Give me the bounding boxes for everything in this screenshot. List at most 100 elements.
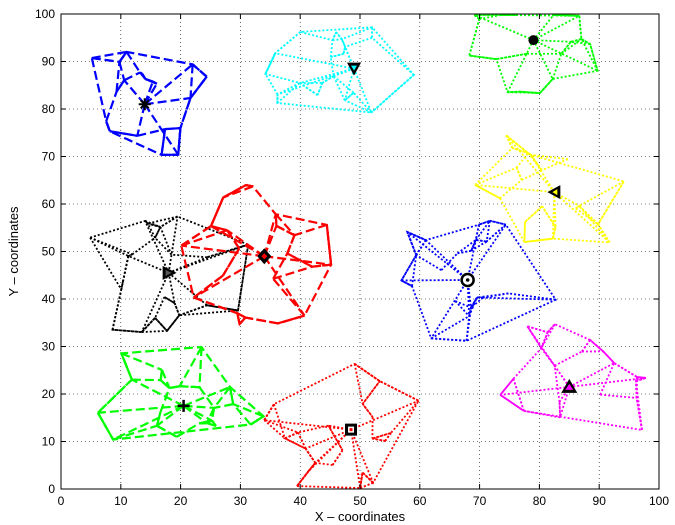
cluster-head-marker xyxy=(138,98,151,111)
cluster-link xyxy=(578,15,583,40)
cluster-head-marker xyxy=(460,272,475,288)
cluster-link xyxy=(361,380,381,405)
y-tick-label: 70 xyxy=(42,150,56,164)
cluster-link xyxy=(500,385,570,396)
cluster-link xyxy=(474,166,517,186)
cluster-link xyxy=(167,272,176,304)
cluster-link xyxy=(430,315,470,340)
cluster-link xyxy=(140,272,170,333)
cluster-link xyxy=(159,226,173,255)
cluster-link xyxy=(198,386,215,409)
cluster-head-marker xyxy=(177,399,190,412)
cluster-link xyxy=(570,40,591,46)
cluster-link xyxy=(361,403,374,418)
cluster-link xyxy=(466,224,507,281)
cluster-link xyxy=(297,424,329,434)
cluster-1 xyxy=(90,50,209,157)
cluster-link xyxy=(147,215,178,225)
cluster-boundary xyxy=(468,14,599,95)
cluster-link xyxy=(272,252,289,280)
cluster-link xyxy=(206,304,239,312)
cluster-link xyxy=(206,304,239,312)
cluster-link xyxy=(530,153,568,161)
cluster-link xyxy=(496,52,528,61)
y-tick-label: 0 xyxy=(48,482,55,496)
cluster-link xyxy=(454,300,470,317)
cluster-link xyxy=(553,365,561,402)
x-tick-label: 50 xyxy=(353,494,367,508)
cluster-4 xyxy=(473,134,626,244)
cluster-link xyxy=(353,363,364,405)
cluster-link xyxy=(169,385,180,390)
cluster-link xyxy=(476,292,509,299)
cluster-link xyxy=(532,15,580,41)
cluster-link xyxy=(307,462,317,472)
cluster-link xyxy=(213,386,231,409)
cluster-link xyxy=(160,128,167,156)
cluster-link xyxy=(335,31,343,40)
x-tick-label: 70 xyxy=(473,494,487,508)
cluster-link xyxy=(115,61,121,93)
cluster-link xyxy=(524,237,553,243)
y-tick-label: 60 xyxy=(42,197,56,211)
x-axis-label: X – coordinates xyxy=(315,509,406,524)
cluster-link xyxy=(560,38,582,55)
cluster-link xyxy=(193,255,265,299)
y-tick-label: 50 xyxy=(42,245,56,259)
cluster-link xyxy=(474,184,501,200)
cluster-link xyxy=(327,425,344,451)
cluster-head-marker xyxy=(162,265,177,280)
cluster-link xyxy=(506,39,535,93)
cluster-link xyxy=(136,103,146,137)
cluster-link xyxy=(331,31,337,41)
cluster-link xyxy=(97,404,184,414)
cluster-link xyxy=(499,394,525,412)
cluster-link xyxy=(499,394,525,412)
cluster-boundary xyxy=(473,134,626,244)
cluster-link xyxy=(539,78,554,94)
cluster-link xyxy=(120,255,130,290)
cluster-link xyxy=(213,403,234,409)
cluster-link xyxy=(131,378,185,407)
cluster-link xyxy=(120,352,163,371)
cluster-link xyxy=(597,223,611,243)
cluster-link xyxy=(127,253,133,257)
cluster-link xyxy=(155,412,162,427)
y-tick-label: 30 xyxy=(42,340,56,354)
cluster-link xyxy=(189,64,194,99)
cluster-link xyxy=(342,46,347,55)
y-tick-label: 100 xyxy=(35,7,55,21)
cluster-link xyxy=(131,378,161,382)
cluster-link xyxy=(299,67,355,84)
cluster-link xyxy=(343,68,355,101)
cluster-link xyxy=(127,255,169,274)
cluster-3 xyxy=(468,14,599,95)
cluster-link xyxy=(264,255,332,266)
cluster-link xyxy=(523,221,526,243)
cluster-link xyxy=(533,39,572,43)
cluster-link xyxy=(390,400,420,434)
cluster-link xyxy=(286,252,313,268)
y-tick-label: 20 xyxy=(42,387,56,401)
cluster-link xyxy=(350,429,362,489)
x-tick-label: 20 xyxy=(174,494,188,508)
cluster-link xyxy=(568,362,615,388)
cluster-link xyxy=(179,309,239,317)
cluster-link xyxy=(193,274,224,299)
cluster-link xyxy=(524,237,553,243)
cluster-link xyxy=(359,481,374,489)
cluster-link xyxy=(183,404,213,422)
cluster-link xyxy=(236,312,246,319)
cluster-link xyxy=(183,386,231,407)
cluster-link xyxy=(312,263,332,268)
cluster-link xyxy=(156,424,178,438)
cluster-link xyxy=(299,82,319,96)
cluster-link xyxy=(179,385,200,389)
cluster-link xyxy=(532,39,554,80)
cluster-link xyxy=(127,253,133,257)
cluster-link xyxy=(523,221,526,243)
cluster-link xyxy=(286,234,296,254)
cluster-link xyxy=(475,184,555,194)
cluster-link xyxy=(553,192,557,228)
